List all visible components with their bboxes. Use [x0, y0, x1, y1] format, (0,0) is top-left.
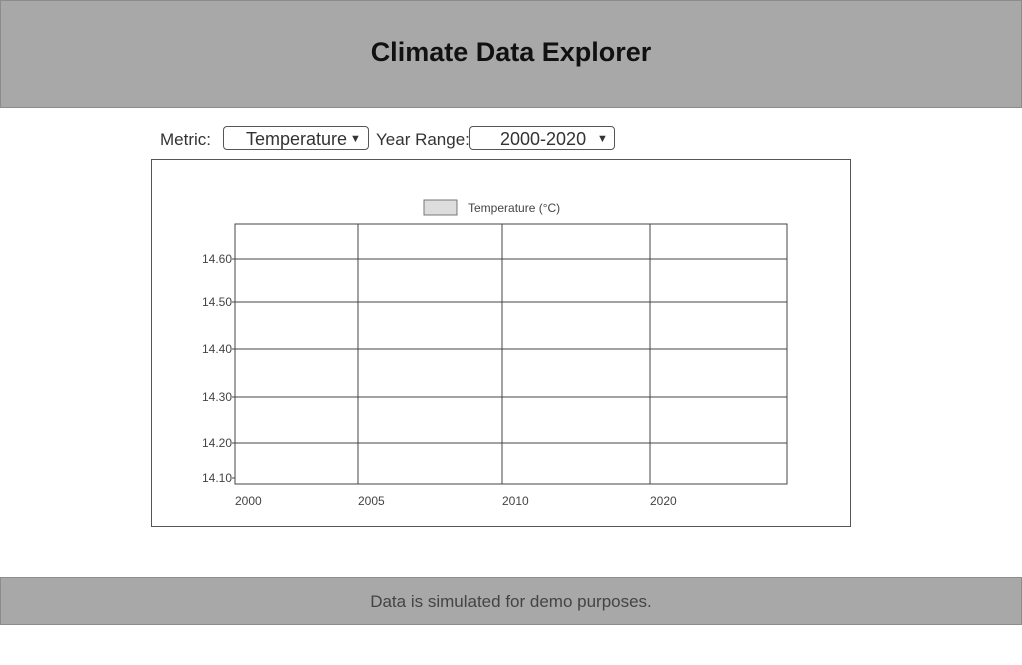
metric-label: Metric:	[160, 130, 211, 149]
chevron-down-icon: ▼	[350, 133, 361, 145]
x-tick-label: 2005	[358, 494, 385, 508]
app-footer: Data is simulated for demo purposes.	[0, 577, 1022, 625]
x-tick-label: 2000	[235, 494, 262, 508]
y-tick-label: 14.40	[202, 342, 232, 356]
page-title: Climate Data Explorer	[370, 37, 652, 67]
legend-label: Temperature (°C)	[468, 201, 560, 215]
year-range-select-value: 2000-2020	[500, 129, 587, 149]
year-range-label: Year Range:	[376, 130, 470, 149]
plot-area	[234, 223, 788, 485]
y-tick-label: 14.60	[202, 252, 232, 266]
x-axis: 2000 2005 2010 2020	[235, 494, 677, 508]
chart-container: Temperature (°C) 2000 2005 2010 2020 14.60 1…	[151, 159, 851, 527]
footer-note: Data is simulated for demo purposes.	[370, 592, 652, 611]
y-axis: 14.60 14.50 14.40 14.30 14.20 14.10	[202, 252, 235, 485]
chart-legend: Temperature (°C)	[423, 199, 560, 216]
chevron-down-icon: ▼	[597, 133, 608, 145]
y-tick-label: 14.20	[202, 436, 232, 450]
plot-frame	[234, 223, 788, 485]
legend-swatch	[423, 199, 458, 216]
y-tick-label: 14.30	[202, 390, 232, 404]
app-header: Climate Data Explorer	[0, 0, 1022, 108]
y-tick-label: 14.50	[202, 295, 232, 309]
y-tick-label: 14.10	[202, 471, 232, 485]
x-tick-label: 2020	[650, 494, 677, 508]
metric-select[interactable]: Temperature ▼	[223, 126, 369, 150]
year-range-select[interactable]: 2000-2020 ▼	[469, 126, 615, 150]
x-tick-label: 2010	[502, 494, 529, 508]
temperature-chart: Temperature (°C) 2000 2005 2010 2020 14.601…	[202, 199, 788, 508]
metric-select-value: Temperature	[246, 129, 348, 149]
